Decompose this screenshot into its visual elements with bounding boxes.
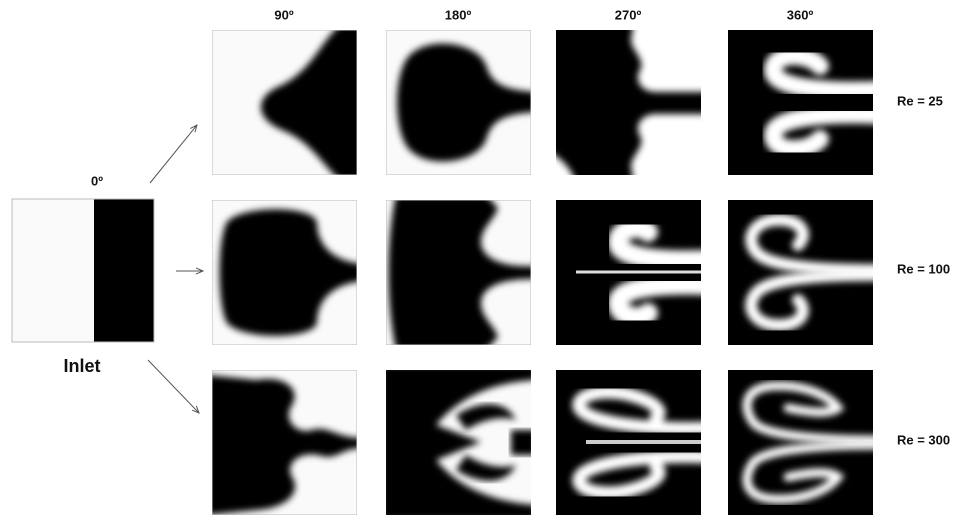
panel [386, 195, 536, 350]
panel [386, 30, 536, 175]
panel [556, 370, 706, 515]
arrow [150, 125, 197, 183]
panel [728, 200, 878, 345]
column-header: 90º [274, 7, 293, 22]
column-header: 360º [787, 7, 814, 22]
row-label: Re = 300 [897, 432, 950, 447]
panel [728, 30, 878, 175]
arrow [148, 360, 199, 413]
panel [212, 25, 372, 180]
column-header: 270º [615, 7, 642, 22]
column-header: 180º [445, 7, 472, 22]
panel [556, 200, 706, 345]
inlet-label: Inlet [63, 356, 100, 376]
panel [381, 365, 536, 516]
panel [212, 200, 362, 345]
row-label: Re = 100 [897, 261, 950, 276]
inlet-panel [12, 199, 154, 342]
panel [207, 370, 362, 515]
row-label: Re = 25 [897, 93, 943, 108]
inlet-angle: 0º [91, 173, 103, 188]
panel [728, 370, 878, 515]
figure: 90º 180º 270º 360º 0º Inlet [0, 0, 961, 516]
panel [546, 20, 716, 190]
